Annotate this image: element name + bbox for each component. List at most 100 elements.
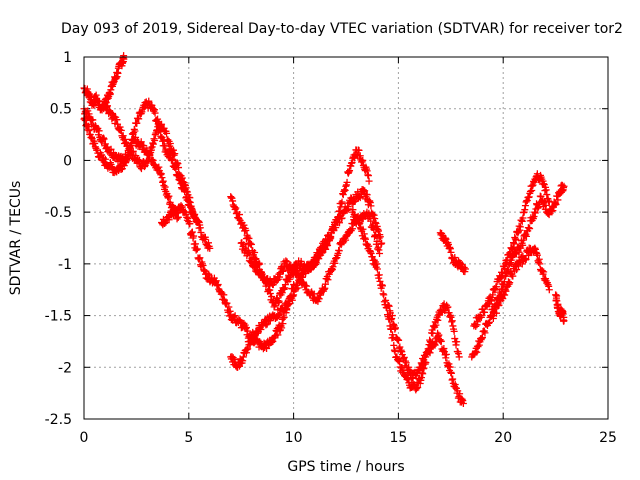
data-point: [100, 135, 108, 143]
data-point: [455, 353, 463, 361]
data-point: [376, 233, 384, 241]
y-tick-label: 0: [63, 153, 72, 169]
data-point: [437, 337, 445, 345]
data-point: [242, 226, 250, 234]
data-point: [518, 260, 526, 268]
data-point: [151, 137, 159, 145]
data-point: [453, 338, 461, 346]
data-point: [545, 198, 553, 206]
data-point: [186, 194, 194, 202]
data-point: [95, 127, 103, 135]
data-point: [336, 207, 344, 215]
data-point: [478, 334, 486, 342]
data-point: [165, 192, 173, 200]
data-point: [324, 276, 332, 284]
data-point: [509, 245, 517, 253]
series-arc-10: [384, 301, 467, 407]
data-point: [509, 272, 517, 280]
data-point: [380, 291, 388, 299]
y-tick-label: -1.5: [45, 309, 72, 325]
data-point: [163, 129, 171, 137]
y-tick-label: -2: [58, 360, 72, 376]
data-point: [196, 254, 204, 262]
series-arc-8: [237, 208, 384, 305]
x-tick-label: 0: [80, 430, 89, 446]
data-point: [373, 237, 381, 245]
data-point: [290, 281, 298, 289]
data-point: [459, 399, 467, 407]
x-tick-label: 5: [184, 430, 193, 446]
data-point: [343, 178, 351, 186]
data-point: [426, 349, 434, 357]
data-point: [188, 228, 196, 236]
x-axis-title: GPS time / hours: [287, 459, 404, 475]
data-point: [132, 133, 140, 141]
data-point: [225, 303, 233, 311]
data-point: [499, 269, 507, 277]
data-point: [367, 217, 375, 225]
y-tick-label: -1: [58, 257, 72, 273]
data-point: [456, 390, 464, 398]
data-points: [80, 52, 568, 407]
data-point: [512, 236, 520, 244]
data-point: [506, 279, 514, 287]
data-point: [131, 127, 139, 135]
data-point: [251, 248, 259, 256]
data-point: [373, 265, 381, 273]
data-point: [473, 348, 481, 356]
data-point: [89, 116, 97, 124]
data-point: [140, 142, 148, 150]
data-point: [472, 322, 480, 330]
plot-frame: [83, 56, 609, 420]
data-point: [540, 268, 548, 276]
data-point: [247, 240, 255, 248]
series-arc-1: [80, 52, 128, 114]
data-point: [195, 218, 203, 226]
data-point: [515, 262, 523, 270]
data-point: [349, 206, 357, 214]
data-point: [477, 313, 485, 321]
x-tick-label: 15: [389, 430, 407, 446]
data-point: [251, 259, 259, 267]
data-point: [450, 327, 458, 335]
data-point: [431, 341, 439, 349]
y-tick-label: 1: [63, 50, 72, 66]
data-point: [355, 146, 363, 154]
data-point: [506, 250, 514, 258]
data-point: [206, 244, 214, 252]
series-arc-14: [489, 244, 553, 322]
data-point: [279, 267, 287, 275]
data-point: [445, 360, 453, 368]
data-point: [374, 227, 382, 235]
data-point: [171, 150, 179, 158]
series-arc-13: [470, 170, 553, 330]
data-point: [365, 177, 373, 185]
data-point: [244, 233, 252, 241]
x-tick-label: 25: [599, 430, 617, 446]
data-point: [442, 350, 450, 358]
series-arc-15: [552, 291, 568, 325]
chart-title: Day 093 of 2019, Sidereal Day-to-day VTE…: [61, 21, 623, 37]
data-point: [275, 297, 283, 305]
data-point: [257, 325, 265, 333]
data-point: [370, 226, 378, 234]
series-arc-7: [227, 146, 373, 371]
y-axis-title: SDTVAR / TECUs: [8, 181, 24, 296]
data-point: [372, 231, 380, 239]
data-point: [330, 227, 338, 235]
axis-ticks: 0 5 10 15 20 25 1 0.5 0 -0.5 -1 -1.5 -2 -2.5: [45, 50, 617, 446]
y-tick-label: -2.5: [45, 412, 72, 428]
data-point: [378, 282, 386, 290]
data-point: [278, 324, 286, 332]
data-point: [367, 202, 375, 210]
data-point: [391, 324, 399, 332]
data-point: [190, 232, 198, 240]
data-point: [552, 200, 560, 208]
data-point: [263, 320, 271, 328]
data-point: [545, 286, 553, 294]
y-tick-label: 0.5: [50, 102, 72, 118]
data-point: [186, 220, 194, 228]
data-point: [378, 239, 386, 247]
data-point: [412, 385, 420, 393]
